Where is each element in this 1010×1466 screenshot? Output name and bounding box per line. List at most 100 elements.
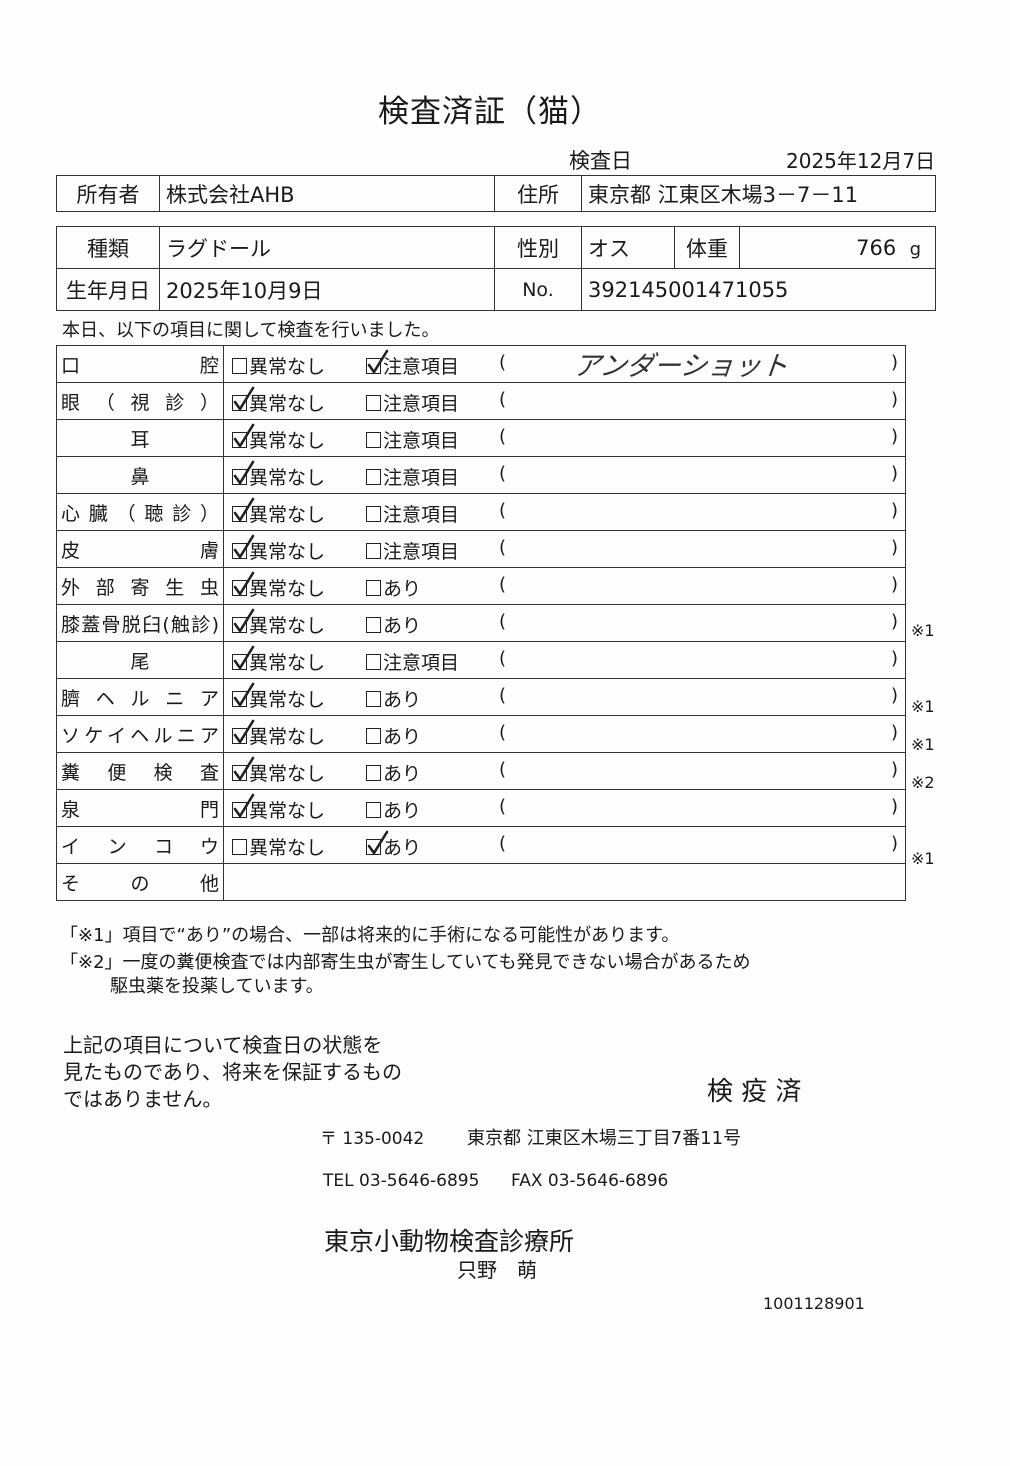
open-paren: ( bbox=[499, 796, 507, 817]
checkbox[interactable] bbox=[232, 358, 247, 374]
close-paren: ) bbox=[891, 500, 899, 521]
option-present[interactable]: あり bbox=[366, 722, 421, 749]
checkbox[interactable] bbox=[366, 765, 381, 781]
checklist-row: 耳 異常なし 注意項目 () bbox=[56, 419, 906, 457]
option-present[interactable]: あり bbox=[366, 759, 421, 786]
footnote-1: 「※1」項目で“あり”の場合、一部は将来的に手術になる可能性があります。 bbox=[60, 925, 680, 946]
checkbox[interactable] bbox=[232, 682, 255, 708]
clinic-tel: TEL 03-5646-6895 bbox=[323, 1171, 480, 1191]
item-result-cell: 異常なし 注意項目 () bbox=[223, 419, 906, 457]
option-normal[interactable]: 異常なし bbox=[232, 833, 325, 860]
checkbox[interactable] bbox=[366, 691, 381, 707]
option-normal[interactable]: 異常なし bbox=[232, 571, 325, 601]
weight-label: 体重 bbox=[674, 226, 740, 269]
option-caution[interactable]: 注意項目 bbox=[366, 349, 460, 379]
checkbox[interactable] bbox=[366, 830, 389, 856]
owner-address: 東京都 江東区木場3－7－11 bbox=[581, 175, 936, 212]
checkbox[interactable] bbox=[366, 543, 381, 559]
checkbox[interactable] bbox=[232, 756, 255, 782]
item-label: 口腔 bbox=[61, 354, 219, 377]
document-title: 検査済証（猫） bbox=[378, 94, 602, 130]
item-result-cell: 異常なし 注意項目 (アンダーショット) bbox=[223, 345, 906, 383]
option-present-label: あり bbox=[383, 837, 422, 859]
option-normal[interactable]: 異常なし bbox=[232, 423, 325, 453]
close-paren: ) bbox=[891, 537, 899, 558]
option-caution[interactable]: 注意項目 bbox=[366, 648, 459, 675]
checkbox[interactable] bbox=[366, 432, 381, 448]
checkbox[interactable] bbox=[232, 793, 255, 819]
checkbox[interactable] bbox=[366, 654, 381, 670]
option-normal-label: 異常なし bbox=[249, 837, 326, 859]
clinic-fax: FAX 03-5646-6896 bbox=[511, 1171, 669, 1191]
item-result-cell: 異常なし あり () bbox=[223, 678, 906, 716]
item-result-cell: 異常なし 注意項目 () bbox=[223, 493, 906, 531]
weight-unit: g bbox=[909, 238, 921, 260]
checkbox[interactable] bbox=[366, 469, 381, 485]
option-present[interactable]: あり bbox=[366, 830, 422, 860]
option-normal[interactable]: 異常なし bbox=[232, 460, 325, 490]
option-normal[interactable]: 異常なし bbox=[232, 386, 325, 416]
option-normal[interactable]: 異常なし bbox=[232, 497, 325, 527]
open-paren: ( bbox=[499, 685, 507, 706]
option-present[interactable]: あり bbox=[366, 796, 421, 823]
checklist-row: 眼（視診） 異常なし 注意項目 () bbox=[56, 382, 906, 420]
checkbox[interactable] bbox=[232, 534, 255, 560]
option-caution[interactable]: 注意項目 bbox=[366, 537, 459, 564]
checkbox[interactable] bbox=[366, 802, 381, 818]
checkbox[interactable] bbox=[232, 571, 255, 597]
sex: オス bbox=[581, 226, 675, 269]
option-normal[interactable]: 異常なし bbox=[232, 645, 325, 675]
checkbox[interactable] bbox=[232, 460, 255, 486]
option-caution-label: 注意項目 bbox=[383, 393, 460, 415]
option-normal[interactable]: 異常なし bbox=[232, 534, 325, 564]
option-normal[interactable]: 異常なし bbox=[232, 793, 325, 823]
checklist-row: 口腔 異常なし 注意項目 (アンダーショット) bbox=[56, 345, 906, 383]
option-present-label: あり bbox=[383, 689, 422, 711]
checkbox[interactable] bbox=[232, 423, 255, 449]
checklist-row: 泉門 異常なし あり () bbox=[56, 789, 906, 827]
option-present[interactable]: あり bbox=[366, 685, 421, 712]
close-paren: ) bbox=[891, 463, 899, 484]
checkbox[interactable] bbox=[232, 719, 255, 745]
checkbox[interactable] bbox=[232, 497, 255, 523]
checklist-row-other: その他 bbox=[56, 863, 906, 901]
open-paren: ( bbox=[499, 389, 507, 410]
option-caution[interactable]: 注意項目 bbox=[366, 389, 459, 416]
option-normal[interactable]: 異常なし bbox=[232, 352, 325, 379]
other-value[interactable] bbox=[223, 863, 906, 901]
option-caution-label: 注意項目 bbox=[383, 504, 460, 526]
checkbox[interactable] bbox=[366, 506, 381, 522]
option-caution[interactable]: 注意項目 bbox=[366, 463, 459, 490]
close-paren: ) bbox=[891, 833, 899, 854]
option-normal[interactable]: 異常なし bbox=[232, 756, 325, 786]
open-paren: ( bbox=[499, 833, 507, 854]
checkbox[interactable] bbox=[232, 386, 255, 412]
checkbox[interactable] bbox=[366, 617, 381, 633]
checklist-row: 外部寄生虫 異常なし あり () bbox=[56, 567, 906, 605]
checkbox[interactable] bbox=[232, 645, 255, 671]
option-present[interactable]: あり bbox=[366, 574, 421, 601]
option-present[interactable]: あり bbox=[366, 611, 421, 638]
option-normal[interactable]: 異常なし bbox=[232, 682, 325, 712]
checkbox[interactable] bbox=[232, 839, 247, 855]
option-caution-label: 注意項目 bbox=[383, 541, 460, 563]
option-caution[interactable]: 注意項目 bbox=[366, 500, 459, 527]
checkbox[interactable] bbox=[232, 608, 255, 634]
item-note: ※2 bbox=[911, 773, 935, 792]
checkbox[interactable] bbox=[366, 728, 381, 744]
checklist-row: 心臓（聴診） 異常なし 注意項目 () bbox=[56, 493, 906, 531]
close-paren: ) bbox=[891, 574, 899, 595]
checkbox[interactable] bbox=[366, 349, 389, 375]
item-result-cell: 異常なし あり () bbox=[223, 604, 906, 642]
option-caution-label: 注意項目 bbox=[383, 356, 460, 378]
option-caution[interactable]: 注意項目 bbox=[366, 426, 459, 453]
pet-table: 種類 ラグドール 性別 オス 体重 766 g 生年月日 2025年10月9日 … bbox=[56, 226, 936, 311]
checkbox[interactable] bbox=[366, 395, 381, 411]
checkbox[interactable] bbox=[366, 580, 381, 596]
option-normal[interactable]: 異常なし bbox=[232, 719, 326, 749]
item-label-cell: 口腔 bbox=[56, 345, 224, 383]
option-normal-label: 異常なし bbox=[249, 726, 326, 748]
option-present-label: あり bbox=[383, 800, 422, 822]
item-label-cell: インコウ bbox=[56, 826, 224, 864]
option-normal[interactable]: 異常なし bbox=[232, 608, 325, 638]
